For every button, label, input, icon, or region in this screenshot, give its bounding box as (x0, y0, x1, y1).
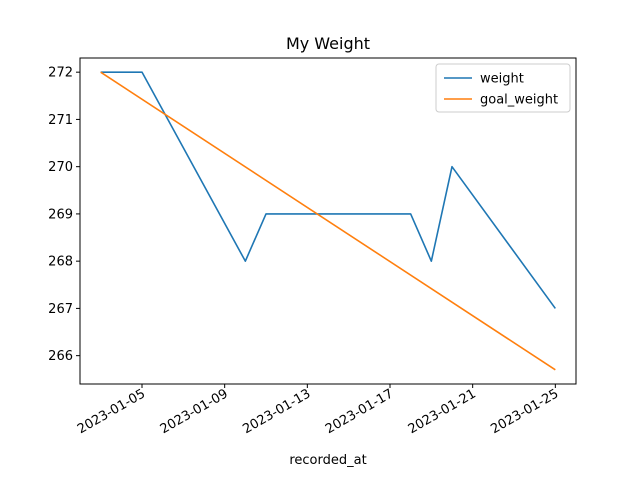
x-axis: 2023-01-05 2023-01-09 2023-01-13 2023-01-17… (75, 384, 561, 437)
legend-entry-weight: weight (480, 72, 524, 87)
plot-area-frame (79, 57, 577, 385)
y-tick-label: 268 (48, 255, 73, 270)
y-tick-label: 266 (48, 349, 73, 364)
y-tick-label: 271 (48, 113, 73, 128)
x-tick-label: 2023-01-09 (158, 386, 231, 437)
legend-entry-goal_weight: goal_weight (480, 93, 558, 108)
y-tick-label: 270 (48, 160, 73, 175)
series-line-goal_weight (100, 71, 556, 371)
x-tick-label: 2023-01-21 (406, 386, 479, 437)
x-tick-label: 2023-01-17 (323, 386, 396, 437)
y-tick-label: 269 (48, 207, 73, 222)
legend: weight goal_weight (435, 63, 571, 113)
x-axis-label: recorded_at (289, 453, 366, 468)
legend-box (435, 63, 571, 113)
x-tick-label: 2023-01-05 (75, 386, 148, 437)
y-axis: 266 267 268 269 270 271 272 (48, 66, 80, 364)
y-tick-label: 272 (48, 66, 73, 81)
chart-marks (100, 71, 556, 371)
x-tick-label: 2023-01-25 (488, 386, 561, 437)
x-tick-label: 2023-01-13 (240, 386, 313, 437)
series-line-weight (100, 71, 556, 309)
chart-title: My Weight (286, 34, 370, 53)
y-tick-label: 267 (48, 302, 73, 317)
